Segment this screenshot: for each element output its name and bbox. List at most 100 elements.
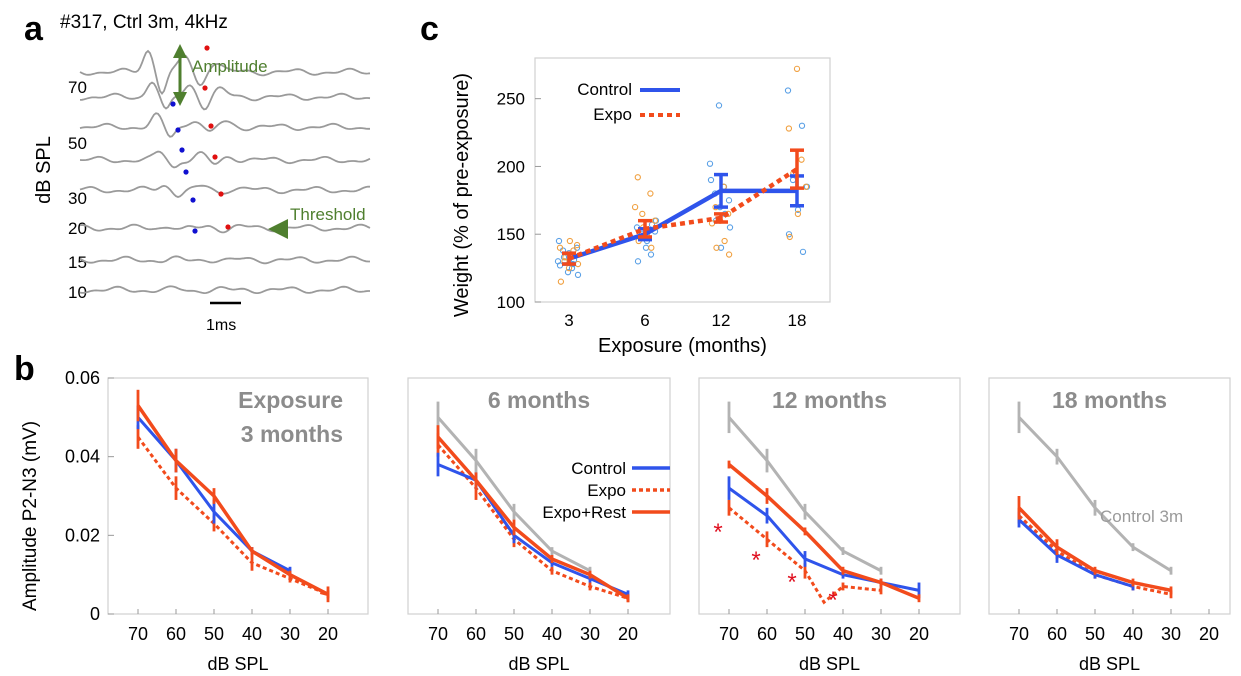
scatter-expo-point [786, 233, 793, 241]
level-label-70: 70 [68, 78, 87, 97]
xtick-label-b-30: 30 [1161, 624, 1181, 644]
xtick-label-b-40: 40 [1123, 624, 1143, 644]
xtick-label-b-70: 70 [428, 624, 448, 644]
p2-marker-2 [208, 123, 214, 129]
p2-marker-3 [212, 154, 218, 160]
scatter-expo-point [651, 217, 659, 224]
level-label-10: 10 [68, 283, 87, 302]
ylabel-b: Amplitude P2-N3 (mV) [20, 421, 41, 611]
amplitude-arrow-head-up [173, 44, 187, 58]
panel-title-b3: 12 months [772, 387, 887, 413]
legend-label-Expo+Rest: Expo+Rest [542, 503, 626, 522]
scatter-expo-point [721, 237, 728, 245]
xlabel-b3: dB SPL [799, 654, 860, 674]
xtick-label-b-30: 30 [580, 624, 600, 644]
scatter-expo-point [725, 251, 733, 258]
panel-letter-b: b [14, 350, 35, 388]
panel-letter-a: a [24, 10, 44, 48]
amplitude-arrow-head-down [173, 92, 187, 106]
significance-asterisk: * [828, 587, 837, 614]
series-line-c-Control [568, 188, 797, 261]
p2-marker-5 [225, 224, 231, 230]
scatter-control-point [725, 197, 733, 204]
scatter-control-point [564, 269, 572, 276]
scatter-expo-point [713, 244, 720, 251]
ytick-label-c-250: 250 [497, 90, 525, 109]
xlabel-c: Exposure (months) [598, 335, 767, 357]
scatter-expo-point [573, 241, 581, 249]
p2-marker-4 [218, 191, 224, 197]
series-line-b-Control [437, 463, 629, 596]
xtick-label-b-60: 60 [757, 624, 777, 644]
xtick-label-c-6: 6 [640, 311, 649, 330]
xtick-label-b-20: 20 [318, 624, 338, 644]
scatter-control-point [798, 122, 806, 129]
threshold-label: Threshold [290, 205, 366, 224]
n3-marker-3 [183, 169, 189, 175]
abr-trace-2 [79, 112, 370, 138]
panel-a-levels: 70 50 30 20 15 10 [68, 78, 87, 302]
ylabel-c: Weight (% of pre-exposure) [451, 73, 473, 317]
xlabel-b1: dB SPL [207, 654, 268, 674]
scatter-expo-point [631, 203, 639, 211]
scatter-control-point [715, 102, 723, 109]
xtick-label-b-40: 40 [833, 624, 853, 644]
xtick-label-b-50: 50 [1085, 624, 1105, 644]
scatter-expo-point [566, 237, 574, 245]
scatter-expo-point [793, 65, 801, 72]
panel-a-ylabel: dB SPL [33, 136, 55, 204]
n3-marker-2 [179, 147, 185, 153]
series-line-b-Expo [1017, 514, 1172, 596]
scatter-expo-point [639, 210, 646, 218]
xtick-label-b-70: 70 [1009, 624, 1029, 644]
xtick-label-b-70: 70 [719, 624, 739, 644]
amplitude-label: Amplitude [192, 57, 268, 76]
scatter-control-point [574, 271, 582, 279]
scatter-control-point [647, 251, 655, 258]
xtick-label-b-20: 20 [909, 624, 929, 644]
xtick-label-b-40: 40 [242, 624, 262, 644]
p2-marker-0 [204, 45, 210, 51]
ytick-label-b-0.04: 0.04 [65, 447, 100, 467]
xlabel-b2: dB SPL [508, 654, 569, 674]
scatter-control-point [634, 258, 642, 265]
legend-label-Control: Control [571, 459, 626, 478]
scatter-control-point [707, 176, 715, 184]
scatter-expo-point [785, 125, 793, 132]
chart-panel-b2: 70 60 50 40 30 20 dB SPL 6 months Control Expo Exp… [407, 377, 671, 674]
abr-trace-1 [79, 81, 371, 111]
abr-trace-0 [79, 49, 371, 95]
xtick-label-b-60: 60 [466, 624, 486, 644]
xtick-label-b-30: 30 [280, 624, 300, 644]
scatter-expo-point [647, 190, 654, 197]
scatter-expo-point [556, 244, 564, 251]
panel-title-b1: 3 months [241, 421, 343, 447]
plot-frame-b2 [407, 377, 671, 615]
xtick-label-b-70: 70 [128, 624, 148, 644]
chart-panel-b3: 70 60 50 40 30 20 dB SPL 12 months * * * * [698, 377, 961, 674]
series-line-b-Expo+Rest [727, 463, 920, 600]
chart-panel-b: 70 60 50 40 30 20 dB SPL Exposure 3 months 0 0.02 0… [20, 368, 1231, 674]
series-line-b-Control [1017, 518, 1134, 588]
xtick-label-b-40: 40 [542, 624, 562, 644]
xtick-label-c-12: 12 [712, 311, 731, 330]
control-3m-annotation: Control 3m [1100, 507, 1183, 526]
xtick-label-c-18: 18 [788, 311, 807, 330]
n3-marker-0 [170, 101, 176, 107]
panel-title-b1: Exposure [238, 387, 343, 413]
series-line-c-Expo [568, 167, 799, 261]
xtick-label-b-50: 50 [204, 624, 224, 644]
panel-a-traces [79, 44, 371, 305]
significance-asterisk: * [713, 519, 722, 546]
n3-marker-4 [190, 197, 196, 203]
xtick-label-b-60: 60 [1047, 624, 1067, 644]
ytick-label-c-200: 200 [497, 157, 525, 176]
series-line-b-Expo [436, 443, 629, 600]
scatter-expo-point [557, 278, 565, 285]
legend-label-Expo: Expo [587, 481, 626, 500]
significance-asterisk: * [787, 569, 796, 596]
threshold-marker [268, 219, 288, 239]
xtick-label-b-60: 60 [166, 624, 186, 644]
scatter-expo-point [634, 174, 641, 181]
